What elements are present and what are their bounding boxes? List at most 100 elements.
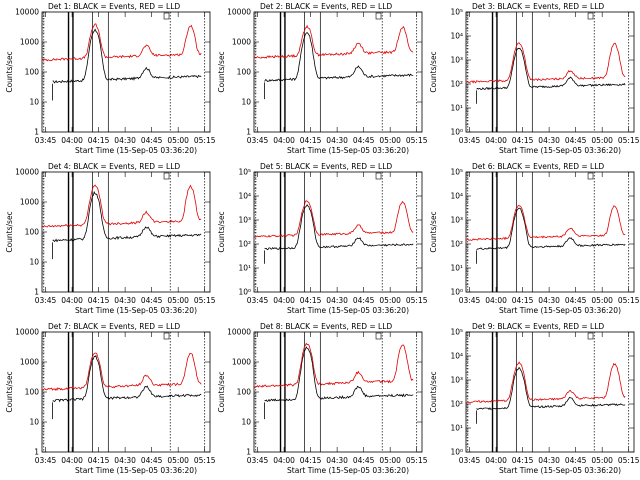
x-tick-label: 04:45 <box>565 136 587 145</box>
x-tick-label: 04:30 <box>538 136 560 145</box>
y-tick-label: 10² <box>238 240 251 249</box>
plot-frame <box>41 171 211 293</box>
panel-title: Det 5: BLACK = Events, RED = LLD <box>260 162 392 171</box>
x-axis-label: Start Time (15-Sep-05 03:36:20) <box>287 146 409 155</box>
x-tick-label: 05:00 <box>591 456 613 465</box>
y-tick-label: 10 <box>241 98 251 107</box>
x-tick-label: 05:00 <box>379 456 401 465</box>
y-tick-label: 1 <box>246 448 251 457</box>
series-events <box>476 366 626 410</box>
x-tick-label: 04:15 <box>300 296 322 305</box>
y-axis-label: Counts/sec <box>429 371 438 412</box>
panel-det-9: Det 9: BLACK = Events, RED = LLD 10⁰ 10¹ 10… <box>429 322 640 475</box>
y-tick-label: 10⁴ <box>450 32 463 41</box>
plot-frame <box>465 331 635 453</box>
x-tick-label: 04:45 <box>353 136 375 145</box>
x-tick-label: 04:30 <box>326 136 348 145</box>
y-tick-label: 10 <box>241 418 251 427</box>
panel-det-8: Det 8: BLACK = Events, RED = LLD 1 10 100 10… <box>217 322 428 475</box>
y-tick-label: 10⁴ <box>450 352 463 361</box>
y-axis-label: Counts/sec <box>429 211 438 252</box>
plot-frame <box>465 171 635 293</box>
series-lld <box>253 200 414 238</box>
x-tick-label: 04:15 <box>512 456 534 465</box>
y-tick-label: 1000 <box>20 38 39 47</box>
y-tick-label: 10² <box>450 400 463 409</box>
y-tick-label: 10¹ <box>450 104 463 113</box>
x-tick-label: 03:45 <box>459 296 481 305</box>
x-tick-label: 04:15 <box>512 136 534 145</box>
series-lld <box>41 184 202 228</box>
series-events <box>264 346 414 403</box>
panel-title: Det 2: BLACK = Events, RED = LLD <box>260 2 392 11</box>
y-tick-label: 10000 <box>15 168 39 177</box>
x-tick-label: 04:45 <box>141 456 163 465</box>
x-tick-label: 03:45 <box>247 296 269 305</box>
x-tick-label: 04:00 <box>485 456 507 465</box>
x-tick-label: 04:00 <box>485 136 507 145</box>
panel-title: Det 4: BLACK = Events, RED = LLD <box>48 162 180 171</box>
y-tick-label: 100 <box>237 68 252 77</box>
y-tick-label: 10⁰ <box>238 288 251 297</box>
x-tick-label: 03:45 <box>247 136 269 145</box>
y-axis-label: Counts/sec <box>5 211 14 252</box>
y-tick-label: 1 <box>34 128 39 137</box>
y-tick-label: 10 <box>29 258 39 267</box>
x-tick-label: 05:00 <box>167 456 189 465</box>
plot-frame <box>465 11 635 133</box>
x-tick-label: 05:00 <box>591 136 613 145</box>
x-axis-label: Start Time (15-Sep-05 03:36:20) <box>287 306 409 315</box>
y-tick-label: 10³ <box>238 216 251 225</box>
y-tick-label: 10⁵ <box>450 8 463 17</box>
x-tick-label: 04:00 <box>61 296 83 305</box>
y-tick-label: 10¹ <box>238 264 251 273</box>
series-events <box>264 32 414 83</box>
y-tick-label: 10⁵ <box>450 168 463 177</box>
x-axis-label: Start Time (15-Sep-05 03:36:20) <box>499 306 621 315</box>
x-tick-label: 05:00 <box>591 296 613 305</box>
y-axis-label: Counts/sec <box>217 371 226 412</box>
interval-bracket <box>375 172 382 180</box>
x-tick-label: 05:00 <box>379 296 401 305</box>
series-lld <box>465 205 626 241</box>
x-tick-label: 04:45 <box>141 136 163 145</box>
y-tick-label: 1000 <box>20 358 39 367</box>
x-axis-label: Start Time (15-Sep-05 03:36:20) <box>287 466 409 475</box>
interval-bracket <box>375 12 382 20</box>
x-axis-label: Start Time (15-Sep-05 03:36:20) <box>75 466 197 475</box>
x-tick-label: 04:00 <box>273 456 295 465</box>
y-tick-label: 10000 <box>15 8 39 17</box>
x-axis-label: Start Time (15-Sep-05 03:36:20) <box>75 146 197 155</box>
y-tick-label: 10⁵ <box>450 328 463 337</box>
x-tick-label: 04:00 <box>485 296 507 305</box>
plot-frame <box>253 331 423 453</box>
y-tick-label: 100 <box>25 388 40 397</box>
y-tick-label: 10⁵ <box>238 168 251 177</box>
y-tick-label: 10000 <box>227 328 251 337</box>
y-axis-label: Counts/sec <box>429 51 438 92</box>
x-tick-label: 04:15 <box>88 296 110 305</box>
x-tick-label: 05:15 <box>194 456 216 465</box>
panel-title: Det 9: BLACK = Events, RED = LLD <box>472 322 604 331</box>
x-tick-label: 03:45 <box>247 456 269 465</box>
y-tick-label: 100 <box>237 388 252 397</box>
x-tick-label: 04:15 <box>88 136 110 145</box>
x-tick-label: 04:15 <box>300 136 322 145</box>
panel-det-5: Det 5: BLACK = Events, RED = LLD 10⁰ 10¹ 10… <box>217 162 428 315</box>
x-tick-label: 04:00 <box>273 296 295 305</box>
x-tick-label: 05:15 <box>618 456 640 465</box>
x-tick-label: 04:45 <box>141 296 163 305</box>
y-tick-label: 100 <box>25 68 40 77</box>
panel-title: Det 8: BLACK = Events, RED = LLD <box>260 322 392 331</box>
y-tick-label: 10⁴ <box>238 192 251 201</box>
y-tick-label: 10 <box>29 98 39 107</box>
series-events <box>52 191 202 243</box>
x-tick-label: 04:00 <box>61 456 83 465</box>
x-tick-label: 05:15 <box>194 136 216 145</box>
panel-title: Det 7: BLACK = Events, RED = LLD <box>48 322 180 331</box>
x-tick-label: 04:15 <box>512 296 534 305</box>
x-tick-label: 03:45 <box>35 296 57 305</box>
y-tick-label: 10² <box>450 240 463 249</box>
y-tick-label: 10000 <box>227 8 251 17</box>
